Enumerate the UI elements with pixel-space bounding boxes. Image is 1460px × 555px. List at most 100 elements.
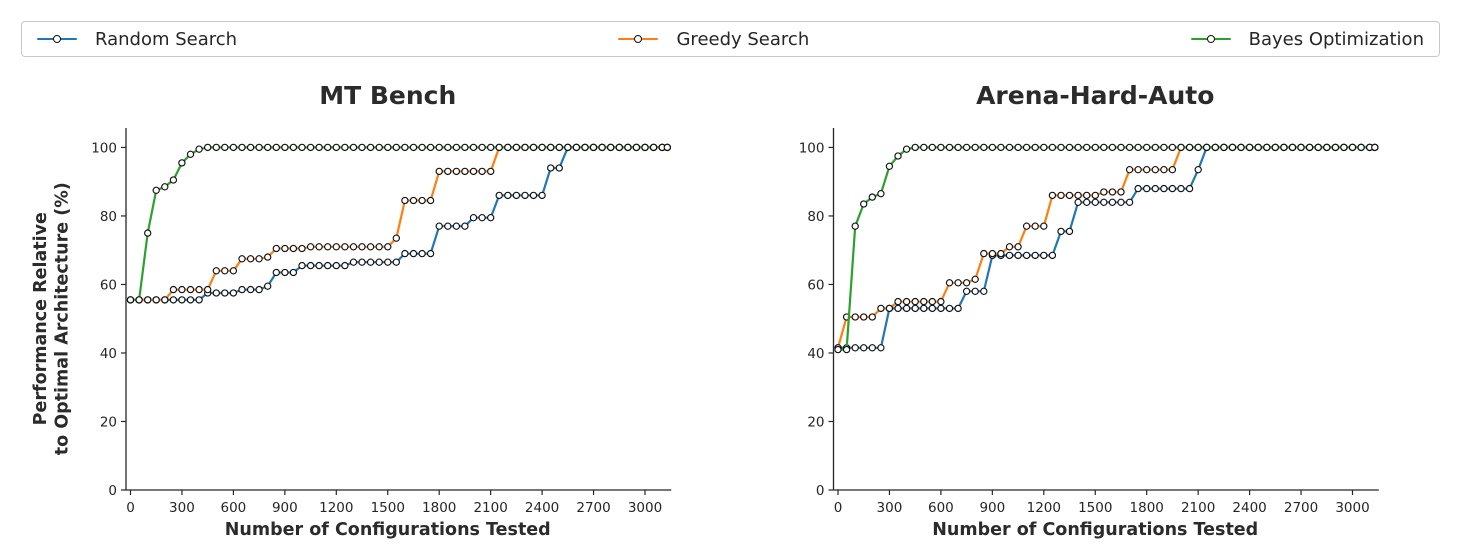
data-point-marker (461, 222, 469, 230)
data-point-marker (971, 287, 979, 295)
data-point-marker (418, 196, 426, 205)
data-point-marker (315, 243, 323, 251)
data-point-marker (392, 143, 400, 152)
data-point-marker (512, 191, 521, 200)
data-point-marker (1185, 184, 1194, 193)
y-tick-label: 20 (100, 414, 117, 430)
data-point-marker (435, 143, 443, 152)
series-line-greedy-search (836, 146, 1375, 349)
data-point-marker (1125, 198, 1134, 206)
x-tick-label: 1800 (422, 500, 456, 516)
y-tick-label: 80 (100, 209, 117, 225)
data-point-marker (366, 143, 375, 152)
legend-label-random-search: Random Search (95, 28, 238, 50)
data-point-marker (1083, 198, 1091, 206)
data-point-marker (894, 304, 902, 313)
data-point-marker (945, 304, 954, 313)
data-point-marker (178, 296, 186, 304)
x-tick-label: 2700 (1284, 500, 1318, 516)
data-point-marker (426, 143, 435, 152)
data-point-marker (1134, 166, 1142, 174)
data-point-marker (971, 143, 979, 152)
data-point-marker (384, 143, 392, 152)
data-point-marker (1297, 143, 1305, 152)
data-point-marker (298, 244, 306, 253)
data-point-marker (547, 164, 555, 172)
data-point-marker (358, 258, 366, 266)
data-point-marker (1168, 184, 1177, 193)
data-point-marker (289, 244, 298, 253)
data-point-marker (1194, 143, 1202, 152)
data-point-marker (264, 143, 272, 152)
x-tick-label: 1500 (1078, 500, 1112, 516)
data-point-marker (521, 191, 529, 200)
data-point-marker (877, 344, 885, 352)
chart-title: MT Bench (319, 81, 456, 110)
data-point-marker (572, 143, 581, 152)
data-point-marker (375, 243, 383, 251)
y-axis-label-line-1: Performance Relative (31, 212, 51, 425)
data-point-marker (1177, 143, 1185, 152)
data-point-marker (221, 143, 229, 152)
data-point-marker (195, 285, 203, 294)
data-point-marker (452, 143, 461, 152)
x-tick-label: 3000 (628, 500, 662, 516)
legend-item-random-search: Random Search (37, 29, 237, 50)
data-point-marker (902, 304, 911, 313)
data-point-marker (988, 249, 997, 258)
data-point-marker (1271, 143, 1279, 152)
data-point-marker (1005, 251, 1014, 260)
data-point-marker (409, 196, 418, 205)
data-point-marker (937, 297, 945, 306)
data-point-marker (1160, 143, 1168, 152)
data-point-marker (298, 261, 306, 270)
data-point-marker (255, 143, 263, 152)
data-point-marker (1151, 143, 1159, 152)
data-point-marker (1117, 143, 1125, 152)
data-point-marker (1057, 143, 1065, 152)
data-point-marker (461, 167, 469, 176)
data-point-marker (1065, 227, 1074, 236)
x-tick-label: 300 (877, 500, 903, 516)
x-tick-label: 900 (979, 500, 1005, 516)
legend-label-bayes-optimization: Bayes Optimization (1248, 28, 1424, 50)
data-point-marker (487, 214, 495, 222)
random-search-line-marker-icon (37, 34, 77, 45)
data-point-marker (341, 261, 349, 270)
data-point-marker (298, 143, 306, 152)
data-point-marker (538, 143, 546, 152)
data-point-marker (1194, 166, 1202, 174)
x-tick-label: 900 (272, 500, 298, 516)
data-point-marker (911, 143, 919, 152)
data-point-marker (281, 244, 289, 253)
data-point-marker (195, 296, 203, 304)
data-point-marker (238, 255, 246, 263)
data-point-marker (169, 296, 178, 304)
data-point-marker (937, 143, 945, 152)
data-point-marker (144, 229, 152, 237)
legend-item-greedy-search: Greedy Search (618, 29, 809, 50)
data-point-marker (649, 143, 658, 152)
data-point-marker (1083, 143, 1091, 152)
data-point-marker (1074, 143, 1082, 152)
y-tick-label: 80 (807, 209, 824, 225)
data-point-marker (1134, 143, 1142, 152)
data-point-marker (860, 313, 868, 321)
y-tick-label: 100 (91, 140, 117, 156)
data-point-marker (1100, 143, 1108, 152)
data-point-marker (868, 193, 876, 201)
data-point-marker (401, 196, 409, 205)
data-point-marker (851, 222, 859, 230)
x-tick-label: 0 (834, 500, 843, 516)
data-point-marker (487, 143, 495, 152)
data-point-marker (401, 249, 409, 258)
data-point-marker (444, 167, 452, 176)
data-point-marker (435, 222, 443, 230)
data-point-marker (478, 214, 486, 222)
series-line-bayes-optimization (838, 146, 1375, 351)
data-point-marker (418, 249, 426, 258)
data-point-marker (401, 143, 409, 152)
data-point-marker (469, 167, 478, 176)
data-point-marker (1048, 143, 1057, 152)
data-point-marker (954, 279, 962, 287)
